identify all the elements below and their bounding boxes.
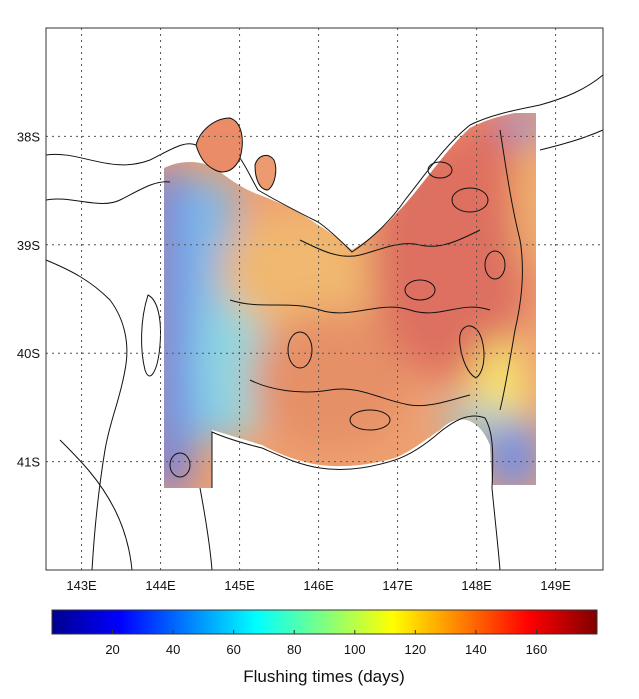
west-shelf-contour bbox=[45, 259, 128, 571]
east-shelf-contour bbox=[499, 129, 523, 411]
west-deep-contour bbox=[59, 439, 133, 571]
colorbar-tick-label: 140 bbox=[465, 642, 487, 657]
colorbar-tick-label: 100 bbox=[344, 642, 366, 657]
tasmania-east-contour bbox=[491, 487, 501, 571]
bass-strait-contour-1 bbox=[229, 299, 491, 314]
x-tick-label: 149E bbox=[540, 578, 571, 593]
field-center-deep bbox=[250, 310, 410, 450]
contour-blob-1 bbox=[451, 187, 489, 213]
colorbar-tick-label: 20 bbox=[105, 642, 119, 657]
colorbar-tick-label: 120 bbox=[404, 642, 426, 657]
flushing-time-field bbox=[164, 113, 536, 488]
colorbar-tick-label: 80 bbox=[287, 642, 301, 657]
mainland-shelf-contour bbox=[45, 129, 604, 204]
colorbar-tick-label: 160 bbox=[526, 642, 548, 657]
colorbar bbox=[51, 609, 598, 635]
x-tick-label: 144E bbox=[145, 578, 176, 593]
field-east-edge-yellow bbox=[518, 130, 536, 270]
colorbar-tick-labels: 20 40 60 80 100 120 140 160 bbox=[105, 630, 547, 657]
map-frame bbox=[45, 27, 604, 571]
y-tick-label: 40S bbox=[17, 346, 40, 361]
y-axis-tick-labels: 38S 39S 40S 41S bbox=[17, 129, 40, 469]
contour-blob-7 bbox=[427, 161, 453, 179]
bass-strait-contour-2 bbox=[249, 379, 471, 407]
coastline-contours bbox=[45, 74, 604, 571]
colorbar-tick-label: 60 bbox=[226, 642, 240, 657]
northern-bays bbox=[195, 117, 277, 191]
tasmania-west-contour bbox=[199, 487, 213, 571]
colorbar-tick-label: 40 bbox=[166, 642, 180, 657]
field-northeast-blue bbox=[505, 113, 536, 140]
tasmania-coastline bbox=[211, 415, 494, 489]
king-island-outline bbox=[141, 294, 161, 377]
contour-blob-3 bbox=[349, 409, 391, 431]
field-southeast-blue bbox=[485, 420, 536, 488]
x-tick-label: 145E bbox=[224, 578, 255, 593]
bass-strait-contour-3 bbox=[299, 229, 481, 257]
x-tick-label: 143E bbox=[66, 578, 97, 593]
x-tick-label: 147E bbox=[382, 578, 413, 593]
x-axis-tick-labels: 143E 144E 145E 146E 147E 148E 149E bbox=[66, 578, 571, 593]
x-tick-label: 148E bbox=[461, 578, 492, 593]
western-port-bay bbox=[254, 154, 277, 191]
colorbar-title: Flushing times (days) bbox=[243, 667, 405, 686]
y-tick-label: 39S bbox=[17, 238, 40, 253]
contour-blob-2 bbox=[404, 279, 436, 301]
contour-blob-5 bbox=[169, 452, 191, 478]
y-tick-label: 41S bbox=[17, 455, 40, 470]
flinders-island-outline bbox=[459, 325, 485, 379]
x-tick-label: 146E bbox=[303, 578, 334, 593]
field-west-cyan bbox=[205, 280, 265, 440]
contour-blob-6 bbox=[484, 250, 506, 280]
contour-blob-4 bbox=[287, 331, 313, 369]
map-grid bbox=[46, 28, 603, 570]
mainland-coastline bbox=[45, 74, 604, 253]
y-tick-label: 38S bbox=[17, 129, 40, 144]
